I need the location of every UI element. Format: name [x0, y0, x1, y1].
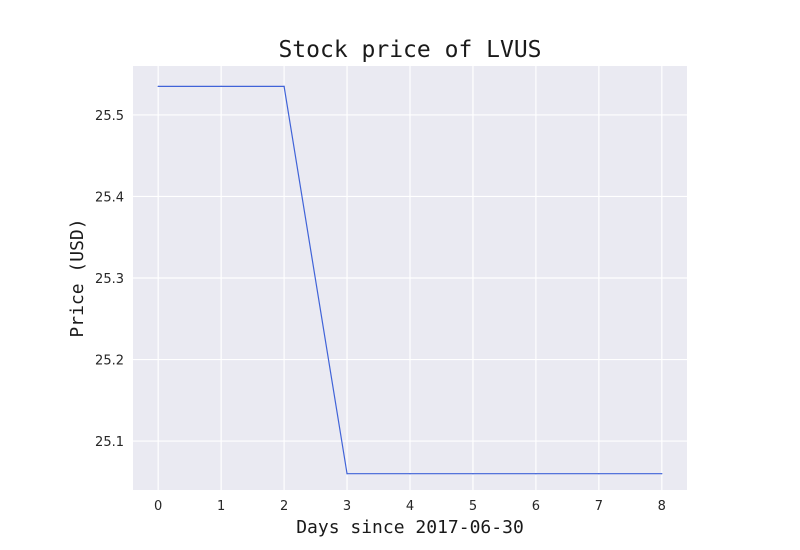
price-data-point: [472, 473, 474, 475]
series-layer: [157, 85, 663, 475]
x-tick-label: 6: [532, 499, 540, 514]
price-data-point: [346, 473, 348, 475]
x-tick-labels: 0 1 2 3 4 5 6 7 8: [154, 499, 666, 514]
price-data-point: [220, 85, 222, 87]
price-data-point: [283, 85, 285, 87]
x-axis-label: Days since 2017-06-30: [296, 517, 524, 538]
y-tick-label: 25.4: [95, 190, 124, 205]
y-tick-label: 25.3: [95, 272, 124, 287]
grid-lines: [133, 66, 687, 490]
chart-title: Stock price of LVUS: [278, 37, 541, 63]
price-data-point: [661, 473, 663, 475]
y-axis-label: Price (USD): [67, 218, 88, 337]
x-tick-label: 3: [343, 499, 351, 514]
price-data-point: [598, 473, 600, 475]
x-tick-label: 0: [154, 499, 162, 514]
x-tick-label: 2: [280, 499, 288, 514]
x-tick-label: 5: [469, 499, 477, 514]
x-tick-label: 4: [406, 499, 414, 514]
price-data-point: [535, 473, 537, 475]
y-tick-label: 25.5: [95, 109, 124, 124]
price-data-point: [157, 85, 159, 87]
y-tick-labels: 25.1 25.2 25.3 25.4 25.5: [95, 109, 124, 450]
x-tick-label: 7: [595, 499, 603, 514]
x-tick-label: 8: [658, 499, 666, 514]
y-tick-label: 25.2: [95, 354, 124, 369]
x-tick-label: 1: [217, 499, 225, 514]
price-data-point: [409, 473, 411, 475]
y-tick-label: 25.1: [95, 435, 124, 450]
